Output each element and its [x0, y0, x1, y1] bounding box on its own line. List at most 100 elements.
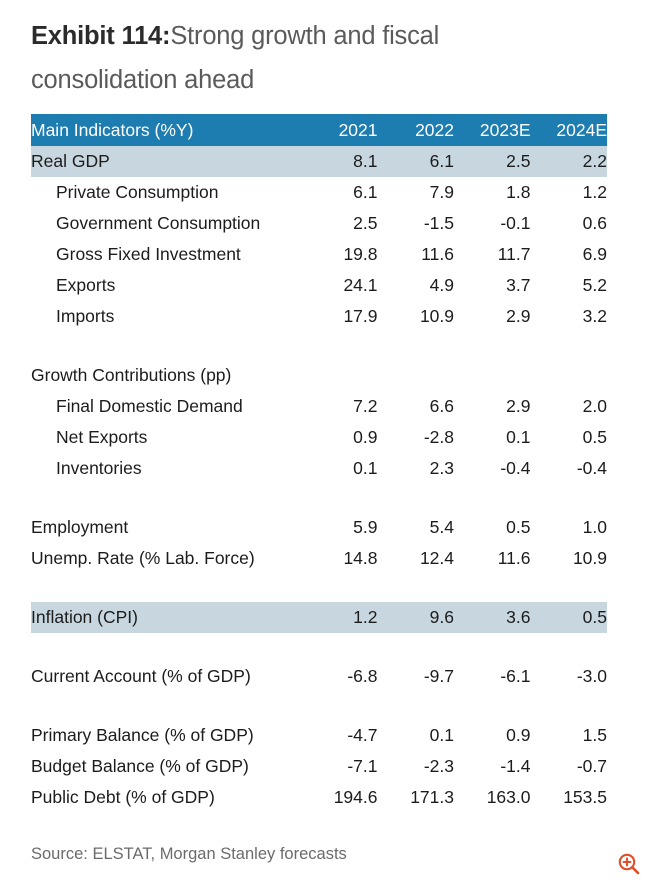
row-value: 171.3: [410, 787, 454, 807]
table-row: Imports 17.9 10.9 2.9 3.2: [31, 301, 607, 332]
table-row: Real GDP 8.1 6.1 2.5 2.2: [31, 146, 607, 177]
row-value: 0.5: [530, 602, 607, 633]
row-value: 0.5: [506, 517, 531, 537]
row-value: 1.0: [582, 517, 607, 537]
exhibit-label: Exhibit 114:: [31, 22, 171, 50]
row-label: Inflation (CPI): [31, 602, 301, 633]
exhibit-title-text: Strong growth and fiscal consolidation a…: [31, 22, 440, 94]
table-header-row: Main Indicators (%Y) 2021 2022 2023E 202…: [31, 114, 607, 146]
row-value: 7.2: [353, 396, 378, 416]
main-indicators-table: Main Indicators (%Y) 2021 2022 2023E 202…: [31, 114, 607, 813]
table-spacer-cell: [31, 484, 607, 512]
table-spacer-cell: [31, 574, 607, 602]
row-value: -0.4: [500, 458, 531, 478]
row-value: 2.5: [454, 146, 531, 177]
row-value: 1.2: [301, 602, 378, 633]
row-value: 2.5: [353, 213, 378, 233]
row-value: 2.2: [530, 146, 607, 177]
row-value: 2.0: [582, 396, 607, 416]
row-value: 6.1: [353, 182, 378, 202]
column-header-2021: 2021: [301, 114, 378, 146]
column-header-2022: 2022: [377, 114, 454, 146]
row-value: 1.2: [582, 182, 607, 202]
row-value: 11.6: [421, 244, 454, 264]
table-row: Gross Fixed Investment 19.8 11.6 11.7 6.9: [31, 239, 607, 270]
table-spacer-cell: [31, 633, 607, 661]
table-header: Main Indicators (%Y) 2021 2022 2023E 202…: [31, 114, 607, 146]
table-spacer-row: [31, 332, 607, 360]
row-value: 3.2: [582, 306, 607, 326]
row-value: -7.1: [347, 756, 378, 776]
row-label: Unemp. Rate (% Lab. Force): [31, 548, 255, 568]
row-label: Real GDP: [31, 146, 301, 177]
row-label: Gross Fixed Investment: [56, 244, 241, 264]
row-value: 10.9: [419, 306, 454, 326]
row-value: -2.8: [423, 427, 454, 447]
table-spacer-cell: [31, 332, 607, 360]
row-value: 3.7: [506, 275, 531, 295]
row-value: 14.8: [343, 548, 378, 568]
row-label: Public Debt (% of GDP): [31, 787, 215, 807]
row-value: [531, 360, 608, 391]
row-value: 163.0: [486, 787, 531, 807]
row-value: 0.1: [429, 725, 454, 745]
row-value: 5.9: [353, 517, 378, 537]
row-value: 3.6: [454, 602, 531, 633]
row-value: 9.6: [377, 602, 454, 633]
row-value: 17.9: [343, 306, 378, 326]
row-value: 6.6: [429, 396, 454, 416]
page-title: Exhibit 114:Strong growth and fiscal con…: [31, 14, 591, 102]
row-label: Current Account (% of GDP): [31, 666, 251, 686]
row-label: Growth Contributions (pp): [31, 365, 232, 385]
row-label: Primary Balance (% of GDP): [31, 725, 254, 745]
row-value: 0.1: [506, 427, 531, 447]
row-value: 2.9: [506, 306, 531, 326]
column-header-label: Main Indicators (%Y): [31, 114, 301, 146]
table-row: Current Account (% of GDP) -6.8 -9.7 -6.1 -3…: [31, 661, 607, 692]
row-value: [454, 360, 531, 391]
table-row: Final Domestic Demand 7.2 6.6 2.9 2.0: [31, 391, 607, 422]
row-value: 2.3: [429, 458, 454, 478]
row-label: Government Consumption: [56, 213, 261, 233]
row-value: 10.9: [572, 548, 607, 568]
row-value: -0.4: [576, 458, 607, 478]
row-value: 8.1: [301, 146, 378, 177]
row-label: Net Exports: [56, 427, 148, 447]
row-value: -3.0: [576, 666, 607, 686]
row-value: -4.7: [347, 725, 378, 745]
row-label: Private Consumption: [56, 182, 219, 202]
row-value: -1.4: [500, 756, 531, 776]
row-value: 0.5: [582, 427, 607, 447]
table-row: Inventories 0.1 2.3 -0.4 -0.4: [31, 453, 607, 484]
row-value: -0.7: [576, 756, 607, 776]
row-label: Inventories: [56, 458, 142, 478]
table-row: Budget Balance (% of GDP) -7.1 -2.3 -1.4 -0.…: [31, 751, 607, 782]
row-value: 19.8: [343, 244, 378, 264]
row-value: 1.5: [582, 725, 607, 745]
row-value: 0.6: [582, 213, 607, 233]
table-spacer-cell: [31, 692, 607, 720]
table-row: Government Consumption 2.5 -1.5 -0.1 0.6: [31, 208, 607, 239]
row-value: 24.1: [343, 275, 378, 295]
row-value: 0.9: [353, 427, 378, 447]
row-value: 6.1: [377, 146, 454, 177]
table-spacer-row: [31, 633, 607, 661]
row-value: -2.3: [423, 756, 454, 776]
row-value: 6.9: [582, 244, 607, 264]
row-value: 5.4: [429, 517, 454, 537]
row-value: 2.9: [506, 396, 531, 416]
source-note: Source: ELSTAT, Morgan Stanley forecasts: [31, 845, 347, 863]
table-row: Primary Balance (% of GDP) -4.7 0.1 0.9 1.5: [31, 720, 607, 751]
row-label: Employment: [31, 517, 129, 537]
row-value: 1.8: [506, 182, 531, 202]
table-spacer-row: [31, 574, 607, 602]
row-value: 5.2: [582, 275, 607, 295]
table-row: Inflation (CPI) 1.2 9.6 3.6 0.5: [31, 602, 607, 633]
table-row: Employment 5.9 5.4 0.5 1.0: [31, 512, 607, 543]
table-row: Private Consumption 6.1 7.9 1.8 1.2: [31, 177, 607, 208]
row-value: 0.1: [353, 458, 378, 478]
zoom-in-icon[interactable]: [617, 852, 641, 876]
row-value: 194.6: [333, 787, 378, 807]
column-header-2023e: 2023E: [454, 114, 531, 146]
